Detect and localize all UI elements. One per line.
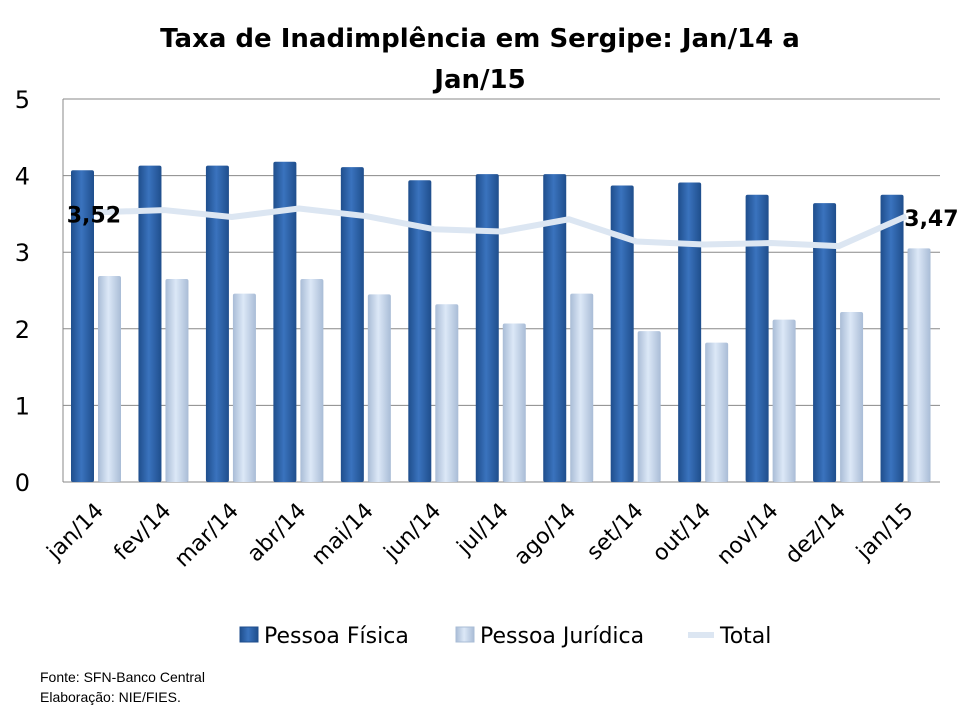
y-tick-label: 2	[15, 316, 30, 344]
x-tick-label: mar/14	[170, 499, 244, 573]
bar-pessoa-juridica	[570, 293, 594, 482]
bar-pessoa-fisica	[340, 167, 364, 482]
bar-pessoa-fisica	[138, 165, 162, 482]
bar-pessoa-juridica	[232, 293, 256, 482]
legend-label-pessoa-fisica: Pessoa Física	[264, 624, 409, 649]
y-tick-label: 1	[15, 392, 30, 420]
x-tick-label: set/14	[582, 499, 648, 565]
data-label: 3,47	[904, 207, 958, 232]
bar-pessoa-juridica	[367, 294, 391, 482]
bar-pessoa-juridica	[435, 304, 459, 482]
bar-pessoa-fisica	[745, 194, 769, 482]
bar-pessoa-juridica	[165, 279, 189, 482]
bar-pessoa-juridica	[772, 319, 796, 482]
bar-pessoa-juridica	[502, 323, 526, 482]
x-tick-label: fev/14	[109, 499, 176, 566]
x-tick-label: abr/14	[243, 499, 312, 568]
bar-pessoa-juridica	[637, 331, 661, 482]
y-tick-label: 0	[15, 469, 30, 497]
legend: Pessoa Física Pessoa Jurídica Total	[239, 624, 771, 649]
chart-title-line2: Jan/15	[432, 65, 525, 95]
bar-pessoa-fisica	[408, 180, 432, 483]
x-tick-label: jun/14	[379, 499, 446, 566]
legend-swatch-pessoa-fisica	[239, 626, 259, 643]
bar-pessoa-juridica	[840, 311, 864, 482]
bar-pessoa-fisica	[678, 182, 702, 482]
x-tick-label: dez/14	[781, 499, 851, 569]
x-tick-label: mai/14	[307, 499, 379, 571]
chart-title-line1: Taxa de Inadimplência em Sergipe: Jan/14…	[160, 24, 800, 54]
bar-pessoa-fisica	[475, 174, 499, 482]
x-tick-label: nov/14	[712, 499, 783, 570]
y-tick-label: 3	[15, 239, 30, 267]
elaboration-text: Elaboração: NIE/FIES.	[40, 689, 181, 705]
bar-pessoa-fisica	[205, 165, 229, 482]
bar-pessoa-juridica	[907, 248, 931, 482]
x-tick-label: jul/14	[452, 499, 514, 561]
bar-pessoa-juridica	[98, 275, 121, 482]
bar-pessoa-fisica	[880, 194, 904, 482]
y-tick-label: 5	[15, 86, 30, 114]
bar-pessoa-fisica	[71, 170, 94, 482]
x-tick-label: jan/14	[42, 499, 109, 566]
bar-pessoa-fisica	[543, 174, 567, 482]
x-tick-label: ago/14	[510, 499, 582, 571]
bar-pessoa-fisica	[610, 185, 634, 483]
legend-label-pessoa-juridica: Pessoa Jurídica	[480, 624, 644, 649]
x-tick-label: jan/15	[851, 499, 918, 566]
source-text: Fonte: SFN-Banco Central	[40, 669, 205, 685]
bar-pessoa-fisica	[273, 161, 297, 482]
y-tick-label: 4	[15, 163, 30, 191]
bar-pessoa-fisica	[813, 203, 837, 482]
x-tick-label: out/14	[648, 499, 716, 567]
legend-swatch-pessoa-juridica	[455, 626, 475, 643]
data-label: 3,52	[67, 203, 121, 228]
bar-pessoa-juridica	[705, 342, 729, 482]
bar-pessoa-juridica	[300, 279, 324, 482]
legend-label-total: Total	[719, 624, 771, 649]
